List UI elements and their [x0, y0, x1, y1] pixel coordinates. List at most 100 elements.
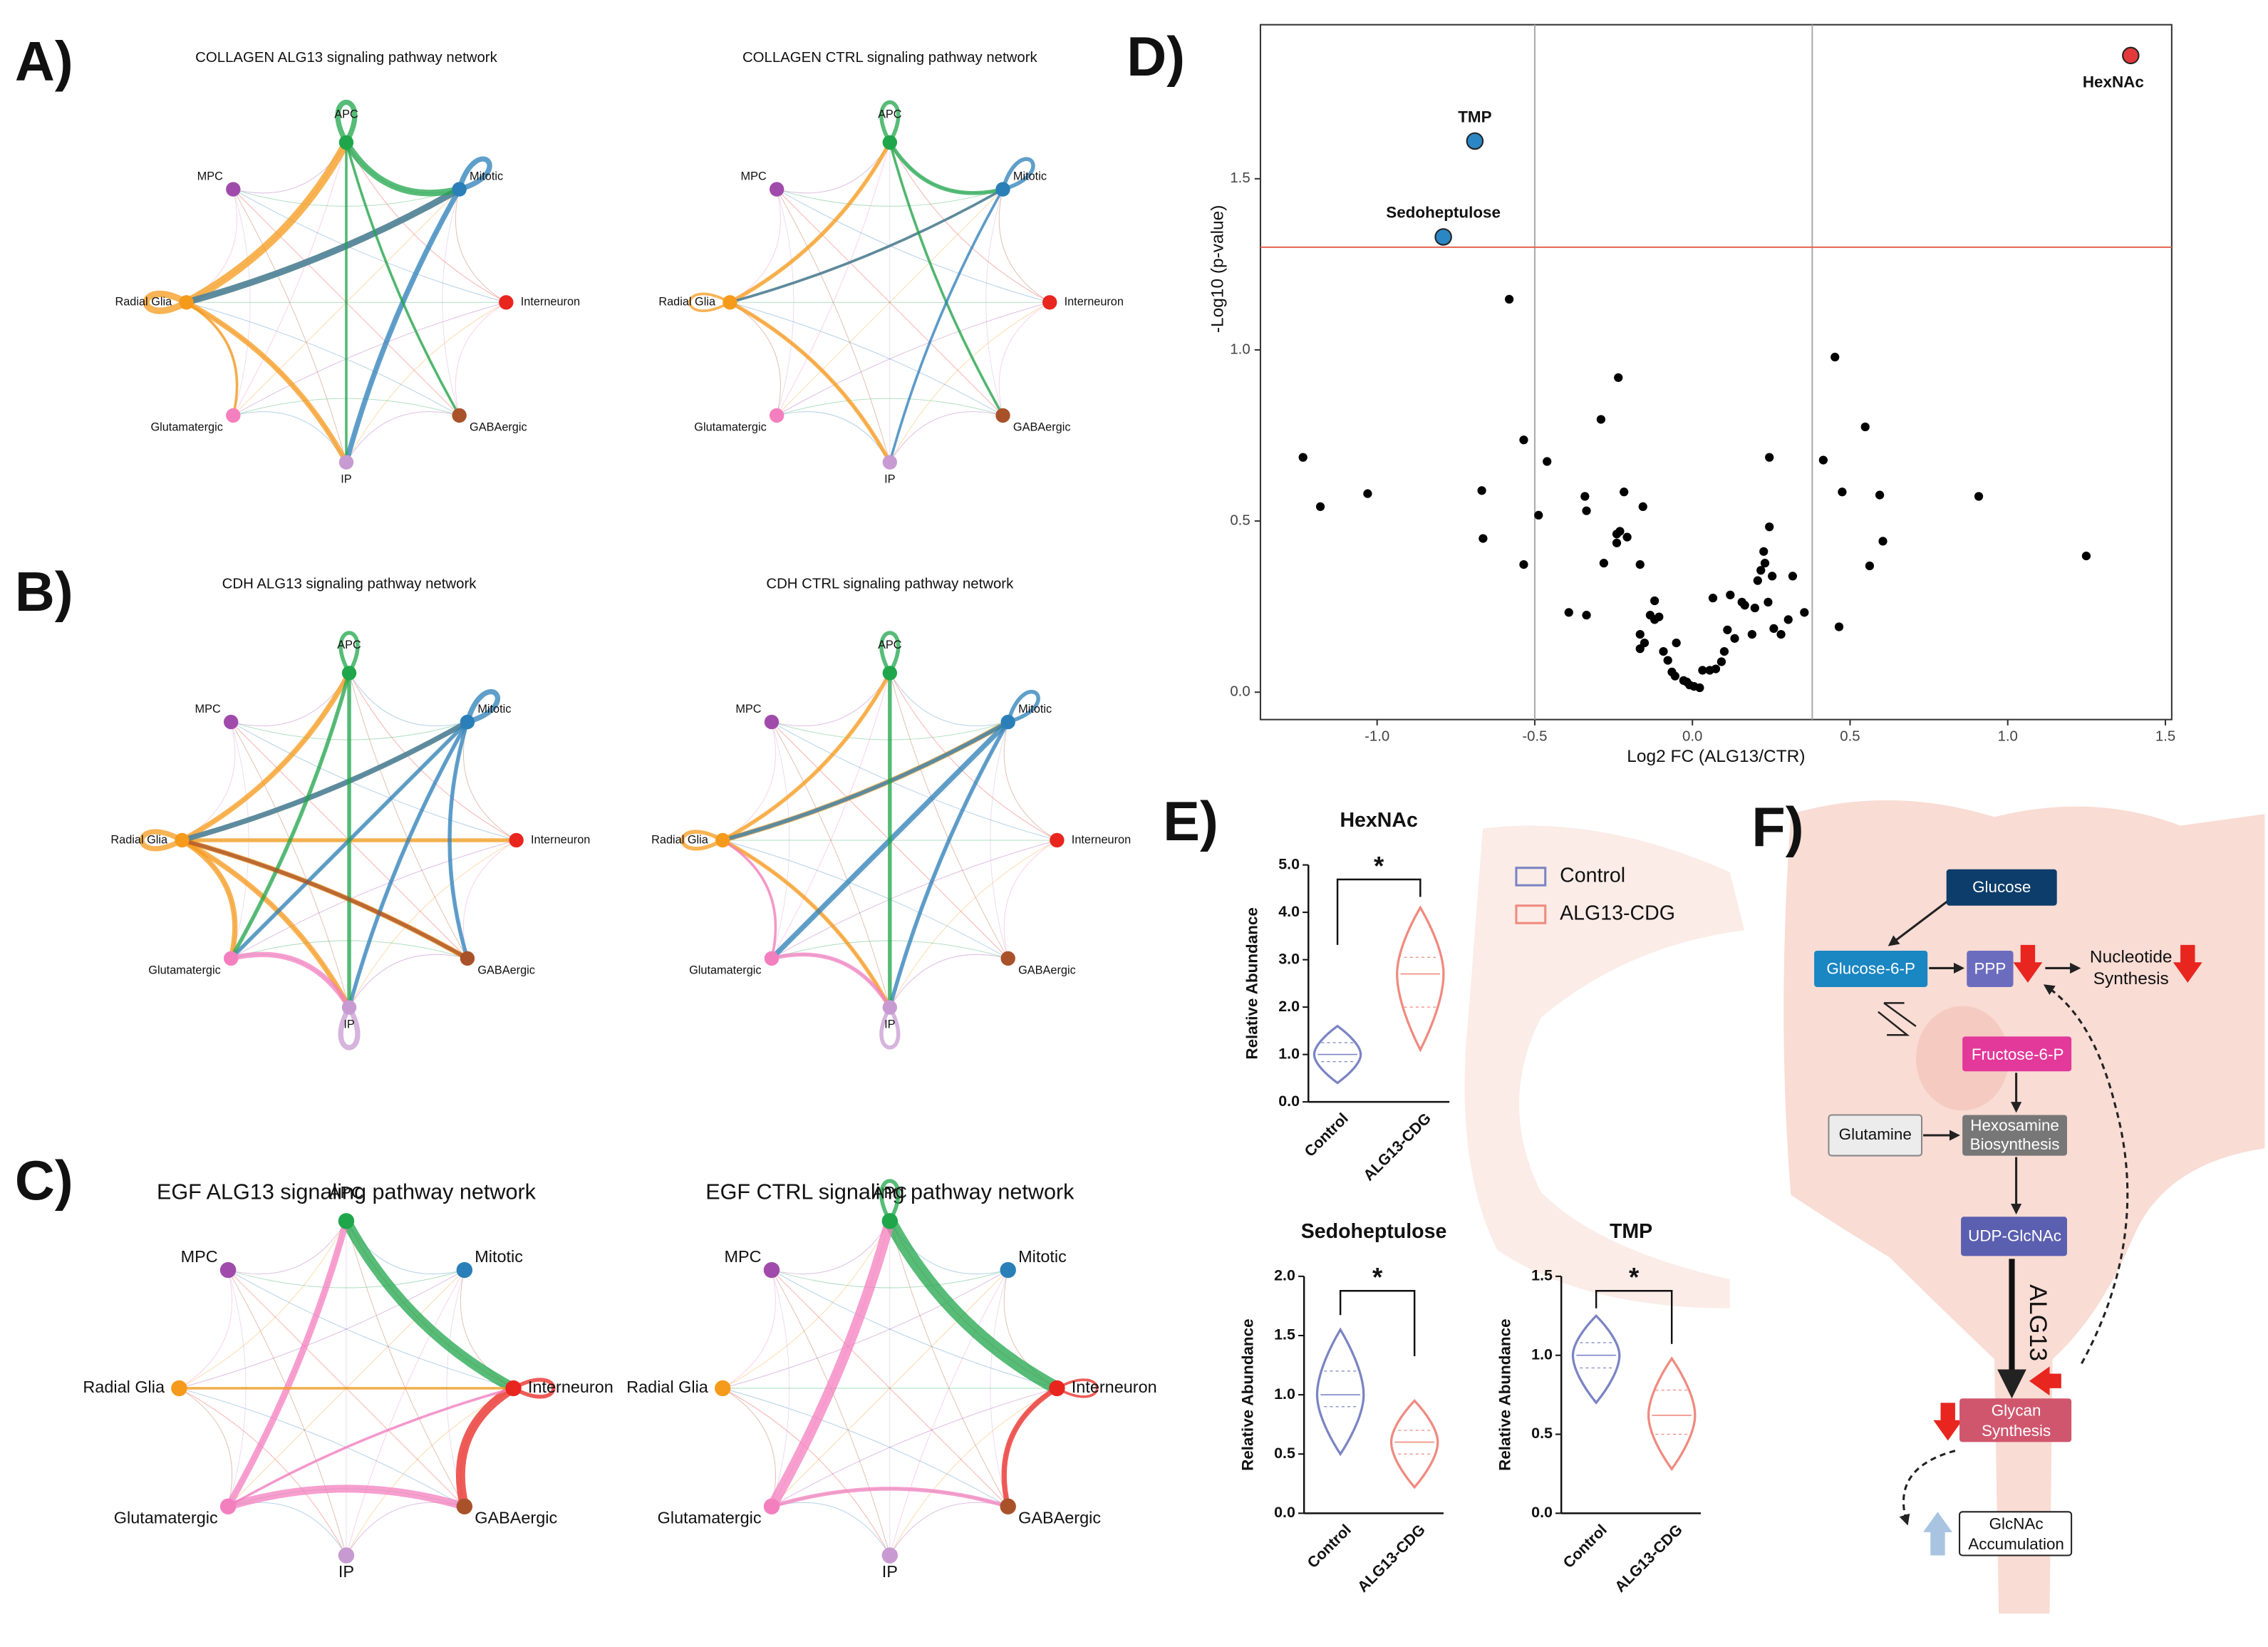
y-tick-label: 0.0: [1274, 1504, 1295, 1521]
minor-edge: [179, 1388, 233, 1507]
minor-edge: [889, 189, 1003, 463]
node: [764, 714, 780, 730]
minor-edge: [230, 721, 517, 841]
node: [341, 1000, 357, 1015]
glucose-box: [1946, 869, 2057, 906]
node-label: Accumulation: [1968, 1535, 2064, 1553]
node-label: UDP-GlcNAc: [1968, 1227, 2061, 1245]
edge: [143, 290, 190, 314]
edge: [766, 1216, 896, 1512]
legend-label: ALG13-CDG: [1560, 902, 1675, 925]
minor-edge: [889, 840, 1057, 1008]
minor-edge: [348, 673, 468, 727]
x-tick-label: ALG13-CDG: [1354, 1521, 1428, 1595]
minor-edge: [346, 142, 507, 303]
node: [881, 1213, 899, 1229]
point: [2081, 551, 2091, 561]
node: [763, 1261, 780, 1279]
x-tick-label: Control: [1560, 1521, 1610, 1571]
node-label: APC: [337, 639, 361, 651]
edge: [179, 719, 470, 843]
edge: [182, 138, 351, 306]
node: [338, 455, 354, 470]
edge: [335, 99, 358, 145]
node-label: Synthesis: [2093, 969, 2169, 988]
edge: [770, 952, 892, 1010]
legend-swatch: [1515, 867, 1547, 887]
minor-edge: [186, 189, 460, 303]
minor-edge: [227, 1269, 347, 1556]
node-label: IP: [343, 1018, 355, 1031]
x-tick-label: Control: [1304, 1521, 1355, 1571]
point: [1698, 666, 1707, 675]
minor-edge: [233, 189, 507, 303]
node: [460, 951, 475, 966]
minor-edge: [723, 721, 1008, 841]
node: [882, 666, 898, 681]
minor-edge: [777, 398, 1003, 416]
minor-edge: [227, 1269, 465, 1289]
minor-edge: [771, 721, 790, 959]
point: [1672, 638, 1681, 648]
node: [460, 714, 475, 730]
y-axis-label: Relative Abundance: [1243, 907, 1261, 1059]
pathway: Glucose Glucose-6-P PPP Nucleotide Synth…: [1814, 869, 2202, 1556]
node-label: Glucose: [1972, 878, 2031, 896]
minor-edge: [889, 1221, 1009, 1507]
point: [1711, 664, 1721, 673]
node-label: IP: [884, 1018, 896, 1031]
node: [882, 135, 898, 150]
node: [1049, 1380, 1065, 1397]
edge: [727, 300, 892, 465]
node-label: GABAergic: [1018, 1508, 1101, 1527]
minor-edge: [462, 840, 517, 959]
edge: [727, 140, 892, 305]
point: [1776, 629, 1786, 639]
node: [223, 714, 239, 730]
point: [1670, 671, 1679, 681]
point: [1663, 656, 1672, 665]
node-label: Biosynthesis: [1970, 1135, 2060, 1153]
y-tick-label: 1.0: [1278, 1045, 1300, 1062]
minor-edge: [179, 1388, 465, 1507]
node: [179, 295, 194, 310]
minor-edge: [722, 1388, 776, 1507]
edge: [183, 299, 349, 465]
node-label: GlcNAc: [1989, 1515, 2044, 1533]
cell-bg: [1783, 800, 2265, 1614]
node-label: Mitotic: [470, 170, 503, 183]
edge: [343, 139, 463, 197]
violin: [1315, 1327, 1365, 1457]
minor-edge: [730, 189, 1003, 303]
minor-edge: [723, 1221, 891, 1389]
x-tick-label: ALG13-CDG: [1360, 1110, 1434, 1184]
point: [1580, 492, 1590, 501]
node: [226, 408, 241, 423]
minor-edge: [771, 1269, 790, 1507]
edge: [1000, 157, 1035, 192]
point-label: TMP: [1458, 108, 1491, 125]
edge: [720, 720, 1010, 842]
edge: [879, 1179, 901, 1224]
minor-edge: [771, 1269, 1057, 1389]
point: [1831, 352, 1840, 362]
violin: [1571, 1313, 1621, 1405]
node: [1000, 714, 1015, 730]
node-label: Mitotic: [1013, 170, 1047, 183]
node-label: APC: [329, 1183, 363, 1202]
node-label: APC: [878, 108, 902, 120]
edge: [179, 837, 470, 961]
f6p-box: [1962, 1036, 2072, 1072]
point: [1760, 559, 1770, 568]
minor-edge: [186, 301, 460, 416]
point: [1719, 646, 1729, 656]
edge: [688, 292, 732, 312]
minor-edge: [179, 1269, 465, 1389]
minor-edge: [230, 721, 350, 1008]
minor-edge: [227, 1269, 514, 1389]
minor-edge: [889, 954, 1008, 1008]
significance-bracket: [1336, 878, 1422, 945]
minor-edge: [455, 189, 507, 303]
enzyme-label: ALG13: [2024, 1284, 2051, 1361]
